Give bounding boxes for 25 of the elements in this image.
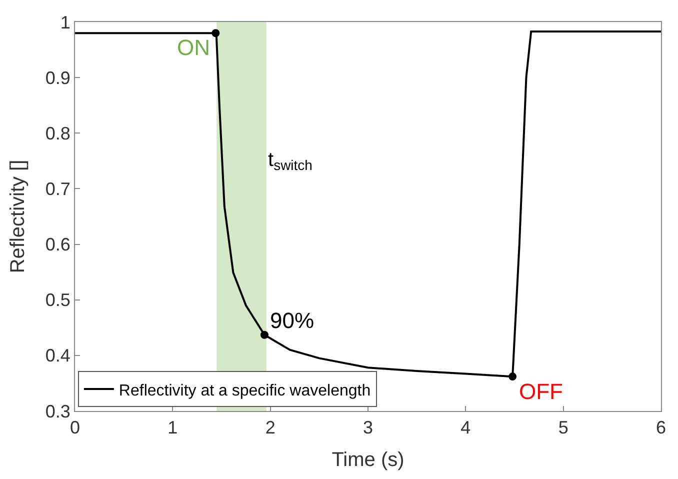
y-tick-label: 0.7 [45, 179, 70, 200]
point [508, 372, 517, 381]
band-label: t$_{switch}$ [268, 149, 312, 174]
x-tick-label: 1 [168, 418, 178, 438]
y-tick-label: 0.9 [45, 68, 70, 88]
annotation: 90% [270, 308, 314, 333]
point [260, 330, 268, 339]
y-tick-label: 0.4 [45, 346, 70, 366]
x-tick-label: 6 [656, 418, 666, 438]
y-tick-label: 1 [60, 12, 70, 32]
annotation: OFF [519, 379, 563, 404]
point [212, 29, 220, 38]
y-tick-label: 0.5 [45, 290, 70, 310]
x-tick-label: 0 [70, 418, 80, 438]
y-axis-title: Reflectivity [] [6, 160, 29, 274]
y-tick-label: 0.6 [45, 234, 70, 255]
annotation: ON [177, 35, 210, 60]
x-tick-label: 2 [265, 418, 276, 438]
x-tick-label: 3 [362, 418, 374, 438]
x-tick-label: 4 [460, 418, 471, 438]
y-tick-label: 0.3 [45, 401, 70, 422]
y-tick-label: 0.8 [45, 123, 70, 144]
legend-label: Reflectivity at a specific wavelength [118, 382, 371, 400]
x-axis-title: Time (s) [332, 449, 404, 472]
x-tick-label: 5 [558, 418, 568, 438]
